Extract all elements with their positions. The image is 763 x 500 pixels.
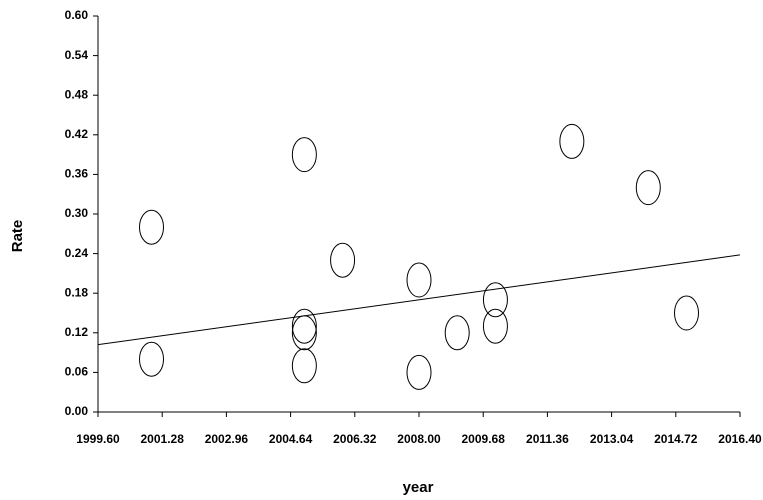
x-tick-label: 2002.96 [205, 432, 249, 446]
x-tick-label: 2013.04 [590, 432, 634, 446]
y-tick-label: 0.60 [65, 8, 89, 22]
point [291, 308, 317, 344]
y-tick-label: 0.12 [65, 325, 89, 339]
x-tick-label: 2001.28 [141, 432, 185, 446]
y-axis-title: Rate [9, 220, 26, 253]
point [559, 123, 585, 159]
point [330, 242, 356, 278]
y-tick-label: 0.42 [65, 127, 89, 141]
point [482, 308, 508, 344]
point [406, 354, 432, 390]
point [139, 209, 164, 245]
y-tick-label: 0.36 [65, 167, 89, 181]
x-tick-label: 2009.68 [462, 432, 506, 446]
y-tick-label: 0.24 [65, 246, 89, 260]
x-tick-label: 2011.36 [526, 432, 569, 446]
y-tick-label: 0.48 [65, 87, 89, 101]
y-tick-label: 0.18 [65, 285, 89, 299]
point [674, 295, 699, 331]
x-axis-title: year [403, 479, 434, 496]
x-tick-label: 1999.60 [76, 432, 120, 446]
point [291, 137, 317, 173]
x-tick-label: 2004.64 [269, 432, 313, 446]
x-tick-label: 2014.72 [654, 432, 698, 446]
y-tick-label: 0.30 [65, 206, 89, 220]
point [291, 348, 317, 384]
x-tick-label: 2006.32 [333, 432, 377, 446]
x-tick-label: 2016.40 [718, 432, 762, 446]
trend-line [97, 254, 741, 346]
y-tick-label: 0.06 [65, 365, 89, 379]
x-tick-label: 2008.00 [397, 432, 441, 446]
point [291, 315, 317, 351]
point [139, 341, 164, 377]
point [444, 315, 470, 351]
point [482, 282, 508, 318]
point [635, 170, 661, 206]
y-tick-label: 0.54 [65, 48, 89, 62]
point [406, 262, 432, 298]
y-tick-label: 0.00 [65, 404, 89, 418]
